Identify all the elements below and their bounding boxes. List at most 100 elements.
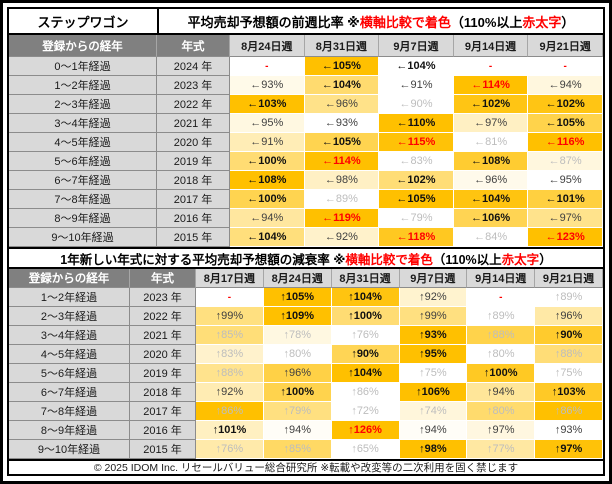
data-cell: ←96% <box>453 171 529 190</box>
column-header-year: 年式 <box>130 269 196 288</box>
data-cell: ↑79% <box>263 402 332 421</box>
row-age-label: 8〜9年経過 <box>9 209 157 228</box>
row-year: 2016 年 <box>130 421 196 440</box>
column-header-week: 9月7日週 <box>379 35 454 57</box>
data-cell: ↑93% <box>399 326 468 345</box>
data-cell: ↑95% <box>399 345 468 364</box>
title-segment: 横軸比較で着色 <box>359 14 451 30</box>
data-cell: ↑77% <box>467 440 536 459</box>
title-segment: （110%以上 <box>432 252 502 267</box>
title-segment: 横軸比較で着色 <box>345 252 433 267</box>
row-age-label: 2〜3年経過 <box>9 307 130 326</box>
data-cell: ↑89% <box>467 307 536 326</box>
data-cell: ↑80% <box>467 402 536 421</box>
data-cell: ↑104% <box>331 364 400 383</box>
column-header-week: 9月21日週 <box>528 35 603 57</box>
row-year: 2018 年 <box>130 383 196 402</box>
row-year: 2017 年 <box>157 190 230 209</box>
data-cell: ←104% <box>304 76 380 95</box>
row-year: 2022 年 <box>157 95 230 114</box>
data-cell: - <box>230 57 305 76</box>
data-cell: ↑98% <box>399 440 468 459</box>
data-cell: ↑93% <box>535 421 603 440</box>
row-year: 2015 年 <box>130 440 196 459</box>
data-cell: - <box>196 288 264 307</box>
title-segment: ） <box>561 14 575 30</box>
data-cell: ↑75% <box>535 364 603 383</box>
column-header-week: 8月24日週 <box>263 269 332 288</box>
data-cell: ↑90% <box>331 345 400 364</box>
row-age-label: 8〜9年経過 <box>9 421 130 440</box>
data-cell: ←87% <box>528 152 603 171</box>
data-cell: ←110% <box>379 114 454 133</box>
row-age-label: 5〜6年経過 <box>9 152 157 171</box>
row-age-label: 4〜5年経過 <box>9 345 130 364</box>
row-age-label: 3〜4年経過 <box>9 326 130 345</box>
data-cell: ↑92% <box>196 383 264 402</box>
row-year: 2016 年 <box>157 209 230 228</box>
row-age-label: 9〜10年経過 <box>9 228 157 247</box>
data-cell: ←119% <box>304 209 380 228</box>
data-cell: ←94% <box>528 76 603 95</box>
data-cell: ←102% <box>453 95 529 114</box>
data-cell: ↑89% <box>535 288 603 307</box>
row-age-label: 7〜8年経過 <box>9 190 157 209</box>
data-cell: - <box>453 57 529 76</box>
data-cell: ←97% <box>528 209 603 228</box>
data-cell: ←104% <box>230 228 305 247</box>
data-cell: ↑88% <box>467 326 536 345</box>
table2-title: 1年新しい年式に対する平均売却予想額の減衰率 ※ 横軸比較で着色 （110%以上 赤… <box>7 247 605 269</box>
column-header-age: 登録からの経年 <box>9 269 130 288</box>
data-cell: ↑83% <box>196 345 264 364</box>
row-age-label: 3〜4年経過 <box>9 114 157 133</box>
column-header-week: 9月21日週 <box>535 269 603 288</box>
data-cell: ↑76% <box>331 326 400 345</box>
table1-weekly-ratio: 登録からの経年 年式 8月24日週 8月31日週 9月7日週 9月14日週 9月21日週 0… <box>7 33 605 249</box>
row-year: 2021 年 <box>157 114 230 133</box>
row-year: 2021 年 <box>130 326 196 345</box>
data-cell: ←100% <box>230 152 305 171</box>
data-cell: ←91% <box>230 133 305 152</box>
table2-decay-rate: 登録からの経年 年式 8月17日週 8月24日週 8月31日週 9月7日週 9月14日週 9月… <box>7 267 605 461</box>
row-year: 2024 年 <box>157 57 230 76</box>
row-age-label: 6〜7年経過 <box>9 171 157 190</box>
data-cell: ↑99% <box>196 307 264 326</box>
title-segment: ） <box>539 252 552 267</box>
data-cell: ←90% <box>379 95 454 114</box>
column-header-week: 9月14日週 <box>467 269 536 288</box>
data-cell: ←96% <box>304 95 380 114</box>
data-cell: ↑94% <box>467 383 536 402</box>
data-cell: ←81% <box>453 133 529 152</box>
data-cell: ←97% <box>453 114 529 133</box>
data-cell: ←105% <box>379 190 454 209</box>
data-cell: ↑96% <box>535 307 603 326</box>
data-cell: ←108% <box>453 152 529 171</box>
data-cell: ↑90% <box>535 326 603 345</box>
data-cell: ↑88% <box>196 364 264 383</box>
row-year: 2015 年 <box>157 228 230 247</box>
row-year: 2019 年 <box>130 364 196 383</box>
data-cell: - <box>467 288 536 307</box>
data-cell: ↑103% <box>535 383 603 402</box>
data-cell: ←123% <box>528 228 603 247</box>
data-cell: ↑106% <box>399 383 468 402</box>
model-name: ステップワゴン <box>9 9 159 33</box>
data-cell: ↑80% <box>467 345 536 364</box>
data-cell: - <box>528 57 603 76</box>
row-year: 2023 年 <box>130 288 196 307</box>
data-cell: ↑109% <box>263 307 332 326</box>
data-cell: ←98% <box>304 171 380 190</box>
title-segment: 赤太字 <box>522 14 562 30</box>
data-cell: ↑88% <box>535 345 603 364</box>
row-age-label: 6〜7年経過 <box>9 383 130 402</box>
row-year: 2022 年 <box>130 307 196 326</box>
data-cell: ↑74% <box>399 402 468 421</box>
data-cell: ↑94% <box>263 421 332 440</box>
data-cell: ↑80% <box>263 345 332 364</box>
row-age-label: 2〜3年経過 <box>9 95 157 114</box>
column-header-week: 9月7日週 <box>399 269 468 288</box>
row-age-label: 5〜6年経過 <box>9 364 130 383</box>
title-segment: （110%以上 <box>450 14 523 30</box>
data-cell: ←103% <box>230 95 305 114</box>
